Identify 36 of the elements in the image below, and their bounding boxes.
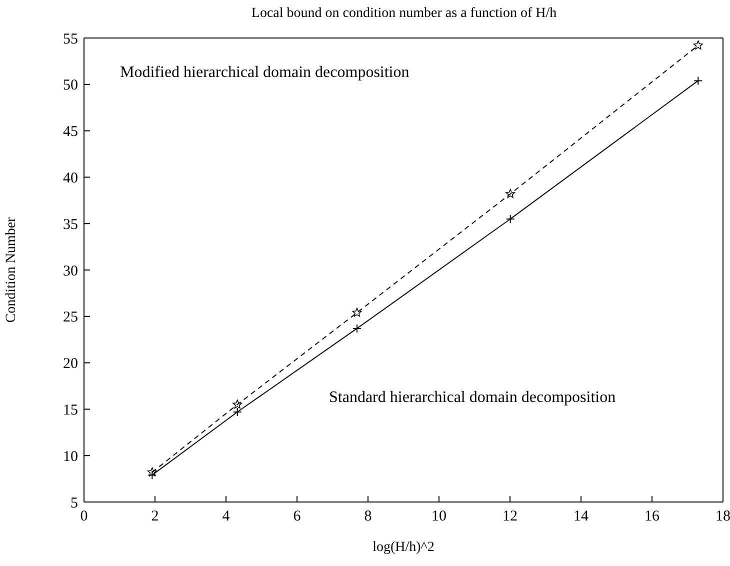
point xyxy=(352,308,362,317)
point xyxy=(694,76,703,86)
x-tick-label: 18 xyxy=(716,508,730,525)
y-tick-label: 10 xyxy=(63,448,78,465)
y-tick-label: 50 xyxy=(63,78,78,94)
y-tick-label: 5 xyxy=(70,495,78,512)
annotation: Modified hierarchical domain decomposition xyxy=(120,64,410,82)
point xyxy=(232,407,242,416)
y-tick-label: 15 xyxy=(63,402,78,419)
point xyxy=(506,189,516,198)
y-tick-label: 40 xyxy=(63,170,78,187)
y-tick-label: 20 xyxy=(63,356,78,372)
x-tick-label: 16 xyxy=(644,508,660,525)
x-tick-label: 0 xyxy=(80,508,88,525)
point xyxy=(352,324,362,333)
x-tick-label: 8 xyxy=(364,508,372,525)
y-tick-label: 45 xyxy=(63,124,78,140)
point xyxy=(232,400,242,409)
x-tick-label: 4 xyxy=(222,508,230,525)
point xyxy=(148,470,157,480)
x-axis-title: log(H/h)^2 xyxy=(372,540,434,555)
y-tick-label: 55 xyxy=(63,31,78,48)
x-tick-label: 10 xyxy=(432,508,446,525)
point xyxy=(147,467,157,476)
y-tick-label: 35 xyxy=(63,216,78,233)
y-axis-title: Condition Number xyxy=(4,216,19,323)
chart-title: Local bound on condition number as a function of H/h xyxy=(250,6,558,22)
x-tick-label: 12 xyxy=(502,508,518,525)
y-tick-label: 25 xyxy=(63,310,78,326)
point xyxy=(506,214,515,224)
y-tick-label: 30 xyxy=(63,263,78,280)
annotation: Standard hierarchical domain decomposition xyxy=(329,389,616,407)
x-tick-label: 6 xyxy=(293,508,302,525)
x-tick-label: 2 xyxy=(151,508,159,525)
point xyxy=(693,40,703,50)
x-tick-label: 14 xyxy=(574,508,589,525)
